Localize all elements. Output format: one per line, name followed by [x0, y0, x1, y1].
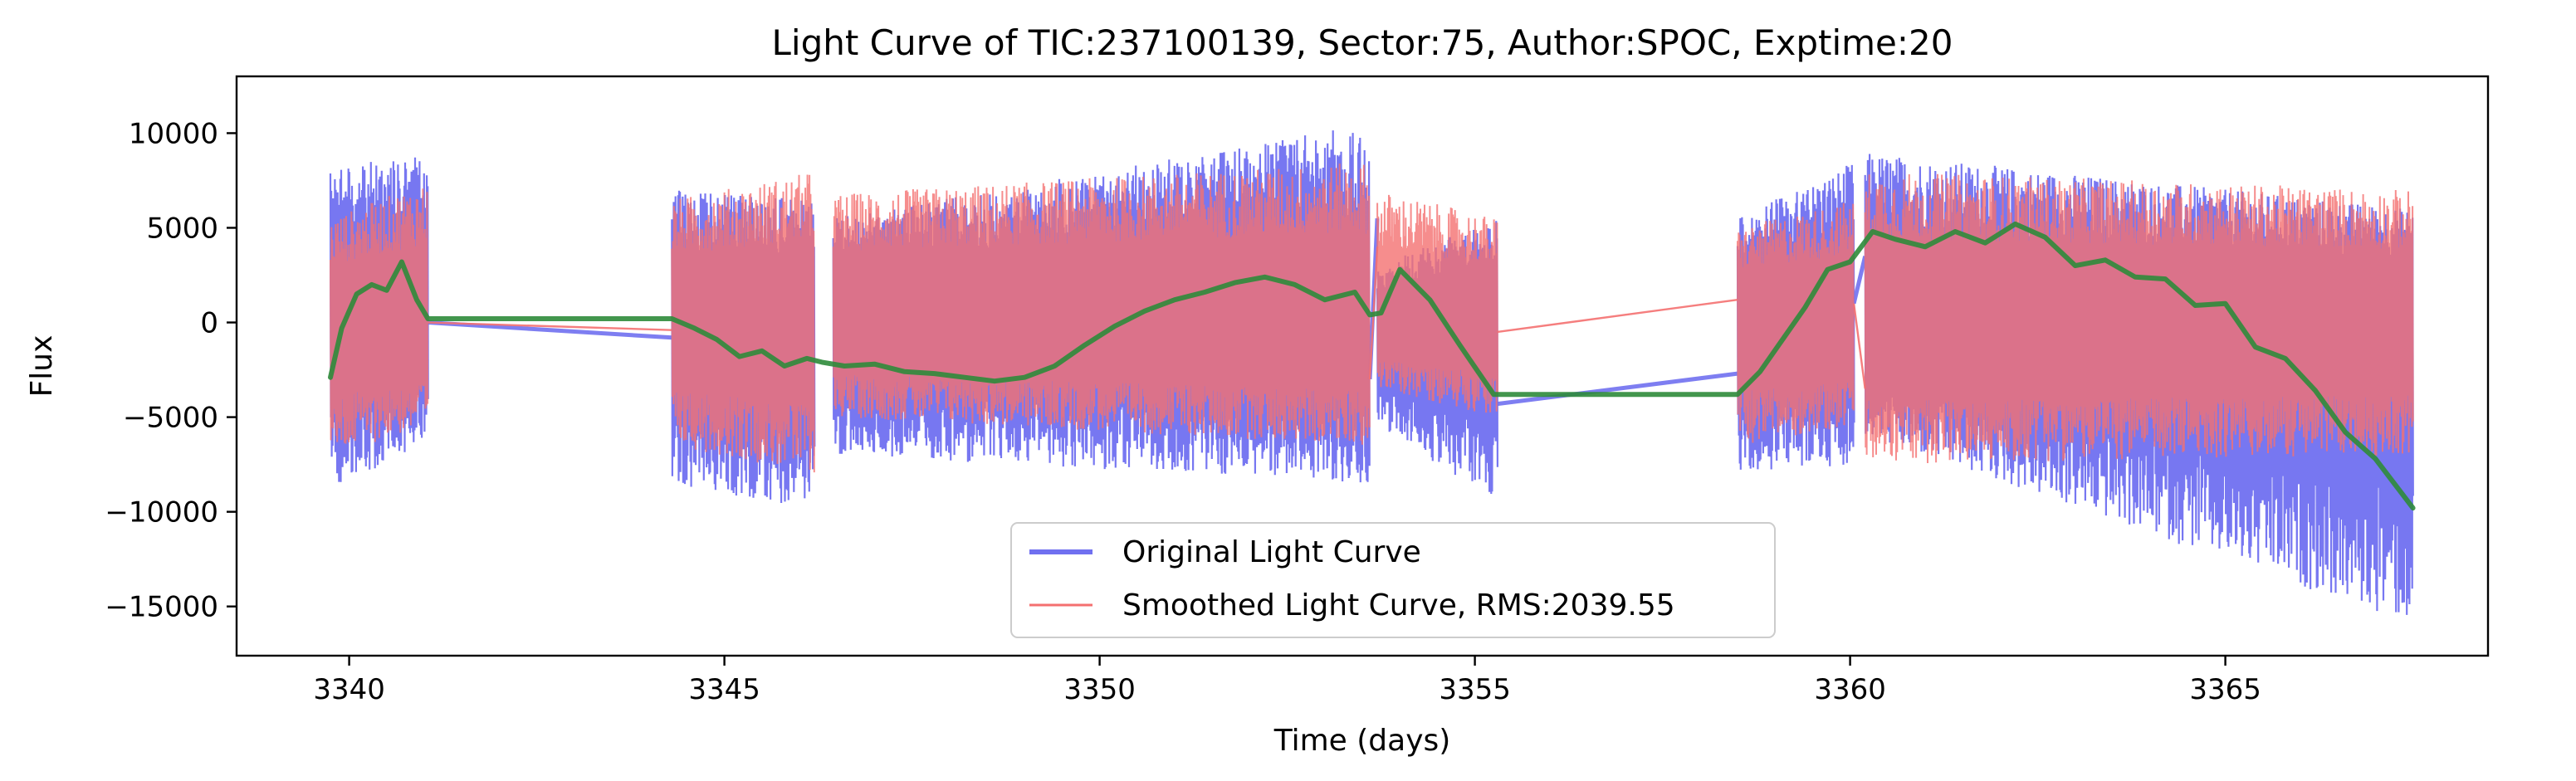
smoothed-curve-gap-2 [1497, 298, 1738, 334]
x-tick-label-3340: 3340 [313, 673, 385, 706]
plot-frame [235, 75, 2490, 657]
x-tick-label-3350: 3350 [1063, 673, 1136, 706]
trend-line [328, 221, 2416, 511]
x-tick-label-3355: 3355 [1439, 673, 1511, 706]
smoothed-curve-segment-5 [1864, 173, 2414, 464]
y-tick-label-0: 0 [200, 307, 218, 340]
smoothed-curve-segment-1 [671, 174, 815, 473]
original-curve-gap-0 [428, 320, 672, 340]
y-axis-label: Flux [25, 335, 59, 398]
smoothed-curve-gap-0 [428, 321, 672, 331]
smoothed-curve-segment-0 [330, 188, 429, 444]
smoothed-curve-segment-2 [832, 164, 1371, 445]
legend-label-original: Original Light Curve [1122, 535, 1421, 569]
plot-area [328, 130, 2416, 615]
legend-box [1010, 522, 1776, 638]
x-tick-label-3365: 3365 [2189, 673, 2261, 706]
x-tick-label-3345: 3345 [688, 673, 760, 706]
y-tick-label-5000: 5000 [146, 212, 218, 245]
x-axis: 3340 3345 3350 3355 3360 3365 [313, 656, 2261, 706]
y-tick-label--15000: −15000 [105, 591, 218, 624]
y-tick-label-10000: 10000 [129, 117, 218, 150]
chart-title: Light Curve of TIC:237100139, Sector:75,… [772, 22, 1953, 63]
original-curve-gap-3 [1851, 256, 1868, 305]
legend-label-smoothed: Smoothed Light Curve, RMS:2039.55 [1122, 588, 1675, 622]
smoothed-curve-gap-3 [1852, 303, 1866, 389]
smoothed-curve-segment-3 [1376, 194, 1498, 413]
x-axis-label: Time (days) [1273, 724, 1451, 758]
legend: Original Light Curve Smoothed Light Curv… [1010, 522, 1776, 638]
y-tick-label--5000: −5000 [123, 402, 218, 435]
original-curve-gap-2 [1497, 371, 1738, 407]
y-tick-label--10000: −10000 [105, 496, 218, 530]
x-tick-label-3360: 3360 [1814, 673, 1886, 706]
y-axis: −15000 −10000 −5000 0 5000 10000 [105, 117, 237, 624]
